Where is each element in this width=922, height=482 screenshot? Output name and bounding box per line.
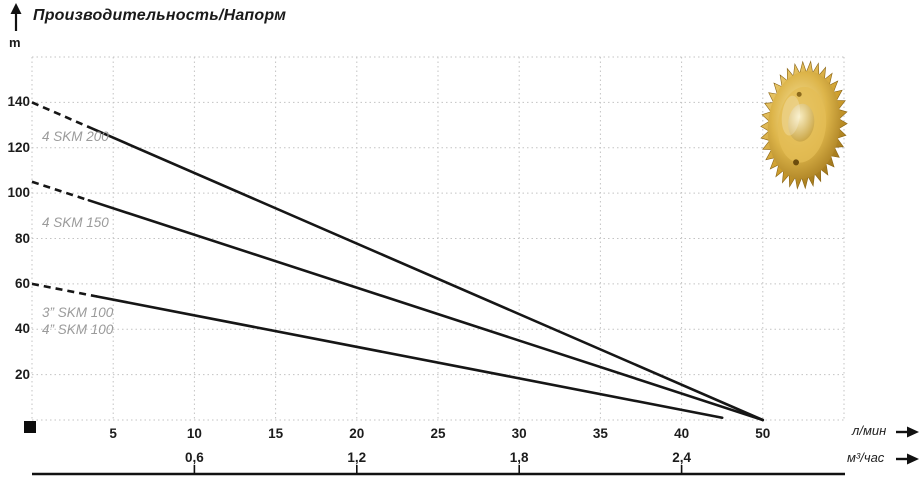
axis-layer xyxy=(10,3,919,476)
y-tick-label: 60 xyxy=(14,275,30,291)
x-secondary-tick-label: 1,2 xyxy=(347,450,367,465)
series-curve-2 xyxy=(95,295,724,420)
series-curve-0 xyxy=(87,125,765,422)
impeller-photo xyxy=(760,60,848,190)
impeller-hub xyxy=(788,103,815,142)
y-tick-label: 140 xyxy=(7,94,30,110)
x-tick-label: 15 xyxy=(268,426,284,441)
x-tick-label: 35 xyxy=(592,426,608,441)
impeller-hole-top xyxy=(796,91,802,97)
series-label-skm100-line1: 3” SKM 100 xyxy=(42,305,114,320)
x-secondary-tick-label: 2,4 xyxy=(672,450,691,465)
x-tick-label: 20 xyxy=(349,426,365,441)
decor-layer xyxy=(760,60,848,190)
y-tick-label: 20 xyxy=(14,366,30,382)
curve-layer xyxy=(31,101,765,422)
y-axis-arrow-head-icon xyxy=(10,3,22,14)
y-axis-unit-label: m xyxy=(9,35,21,50)
series-label-4skm150: 4 SKM 150 xyxy=(42,215,109,230)
x-secondary-tick-label: 0,6 xyxy=(185,450,204,465)
x-tick-label: 40 xyxy=(674,426,690,441)
series-curve-1 xyxy=(87,199,765,422)
x-axis-unit-label: л/мин xyxy=(852,423,887,438)
series-curve-2-dashed xyxy=(31,282,98,298)
grid-layer xyxy=(31,56,845,421)
y-tick-label: 100 xyxy=(7,185,30,201)
x-tick-label: 50 xyxy=(755,426,771,441)
x-tick-label: 10 xyxy=(186,426,202,441)
y-tick-label: 40 xyxy=(14,321,30,337)
series-label-skm100-line2: 4” SKM 100 xyxy=(42,322,114,337)
series-curve-1-dashed xyxy=(31,180,90,202)
chart-title: Производительность/Напорм xyxy=(33,7,287,24)
series-label-skm100: 3” SKM 100 4” SKM 100 xyxy=(42,304,113,338)
y-tick-label: 80 xyxy=(14,230,30,246)
x-axis-secondary-arrow-icon-head xyxy=(907,453,919,465)
impeller-highlight xyxy=(781,95,801,136)
series-label-4skm200: 4 SKM 200 xyxy=(42,129,109,144)
x-axis-arrow-icon-head xyxy=(907,426,919,438)
impeller-hole-bottom xyxy=(793,159,800,166)
origin-marker xyxy=(24,421,36,433)
series-curve-0-dashed xyxy=(31,101,90,129)
x-tick-label: 25 xyxy=(430,426,446,441)
x-tick-label: 30 xyxy=(511,426,527,441)
x-tick-label: 5 xyxy=(109,426,117,441)
x-secondary-tick-label: 1,8 xyxy=(509,450,529,465)
x-axis-secondary-unit-label: м³/час xyxy=(847,450,885,465)
y-tick-label: 120 xyxy=(7,139,30,155)
